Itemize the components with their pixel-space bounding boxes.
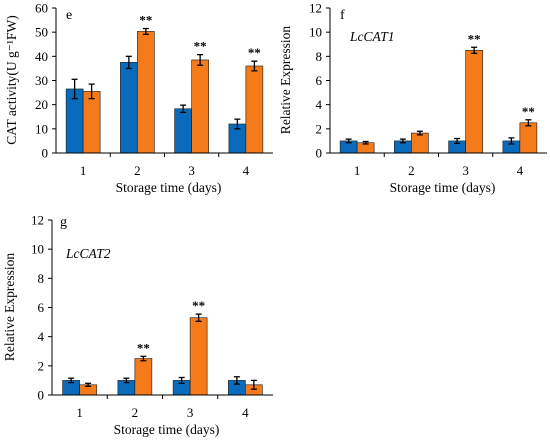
bar bbox=[137, 31, 155, 154]
panel-label: f bbox=[340, 8, 345, 23]
chart-panel-e: ** ** ** 0 10 20 30 40 50 60 1 2 3 4 Storage time (day… bbox=[4, 1, 273, 195]
bar bbox=[120, 62, 138, 154]
y-tick-label: 40 bbox=[35, 49, 48, 64]
y-tick-label: 0 bbox=[42, 146, 49, 161]
y-tick-label: 50 bbox=[35, 25, 48, 40]
significance-label: ** bbox=[194, 39, 207, 54]
bar bbox=[134, 358, 153, 396]
bar bbox=[189, 317, 208, 396]
significance-label: ** bbox=[137, 340, 150, 355]
x-tick-label: 3 bbox=[187, 405, 194, 420]
gene-label: LcCAT1 bbox=[349, 29, 395, 44]
x-axis-label: Storage time (days) bbox=[114, 422, 220, 437]
x-tick-label: 2 bbox=[134, 163, 141, 178]
y-tick-label: 12 bbox=[309, 1, 322, 16]
significance-label: ** bbox=[139, 13, 152, 28]
bar bbox=[245, 65, 264, 154]
bar bbox=[82, 91, 101, 154]
y-tick-label: 10 bbox=[35, 121, 48, 136]
y-tick-label: 2 bbox=[38, 358, 45, 373]
x-tick-label: 1 bbox=[80, 163, 87, 178]
x-tick-label: 2 bbox=[408, 163, 415, 178]
y-tick-label: 30 bbox=[35, 73, 48, 88]
bar bbox=[465, 49, 483, 154]
y-tick-label: 20 bbox=[35, 97, 48, 112]
x-tick-label: 3 bbox=[462, 163, 469, 178]
x-tick-label: 1 bbox=[354, 163, 361, 178]
y-tick-label: 10 bbox=[309, 25, 322, 40]
y-tick-label: 2 bbox=[316, 121, 323, 136]
y-axis-label: CAT activity(U g⁻¹FW) bbox=[4, 15, 19, 144]
significance-label: ** bbox=[522, 104, 535, 119]
bar bbox=[411, 132, 429, 154]
x-axis-label: Storage time (days) bbox=[116, 180, 222, 195]
x-tick-label: 1 bbox=[76, 405, 83, 420]
y-tick-label: 60 bbox=[35, 1, 48, 16]
y-tick-label: 4 bbox=[316, 97, 323, 112]
x-axis-label: Storage time (days) bbox=[390, 180, 496, 195]
panel-label: e bbox=[66, 8, 72, 23]
y-tick-label: 6 bbox=[316, 73, 323, 88]
gene-label: LcCAT2 bbox=[65, 246, 111, 261]
x-tick-label: 2 bbox=[132, 405, 139, 420]
bar bbox=[191, 59, 209, 154]
y-tick-label: 4 bbox=[38, 329, 45, 344]
y-axis-label: Relative Expression bbox=[278, 26, 293, 135]
y-tick-label: 10 bbox=[31, 242, 44, 257]
bar bbox=[174, 108, 192, 154]
bar bbox=[519, 122, 538, 154]
x-tick-label: 4 bbox=[242, 405, 249, 420]
x-tick-label: 3 bbox=[188, 163, 195, 178]
y-axis-label: Relative Expression bbox=[2, 253, 17, 362]
significance-label: ** bbox=[248, 45, 261, 60]
y-tick-label: 0 bbox=[316, 146, 323, 161]
y-tick-label: 8 bbox=[38, 271, 45, 286]
y-tick-label: 12 bbox=[31, 213, 44, 228]
x-tick-label: 4 bbox=[517, 163, 524, 178]
x-tick-label: 4 bbox=[243, 163, 250, 178]
significance-label: ** bbox=[468, 31, 481, 46]
y-tick-label: 8 bbox=[316, 49, 323, 64]
y-tick-label: 0 bbox=[38, 388, 45, 403]
panel-label: g bbox=[60, 215, 67, 230]
y-tick-label: 6 bbox=[38, 300, 45, 315]
significance-label: ** bbox=[192, 298, 205, 313]
